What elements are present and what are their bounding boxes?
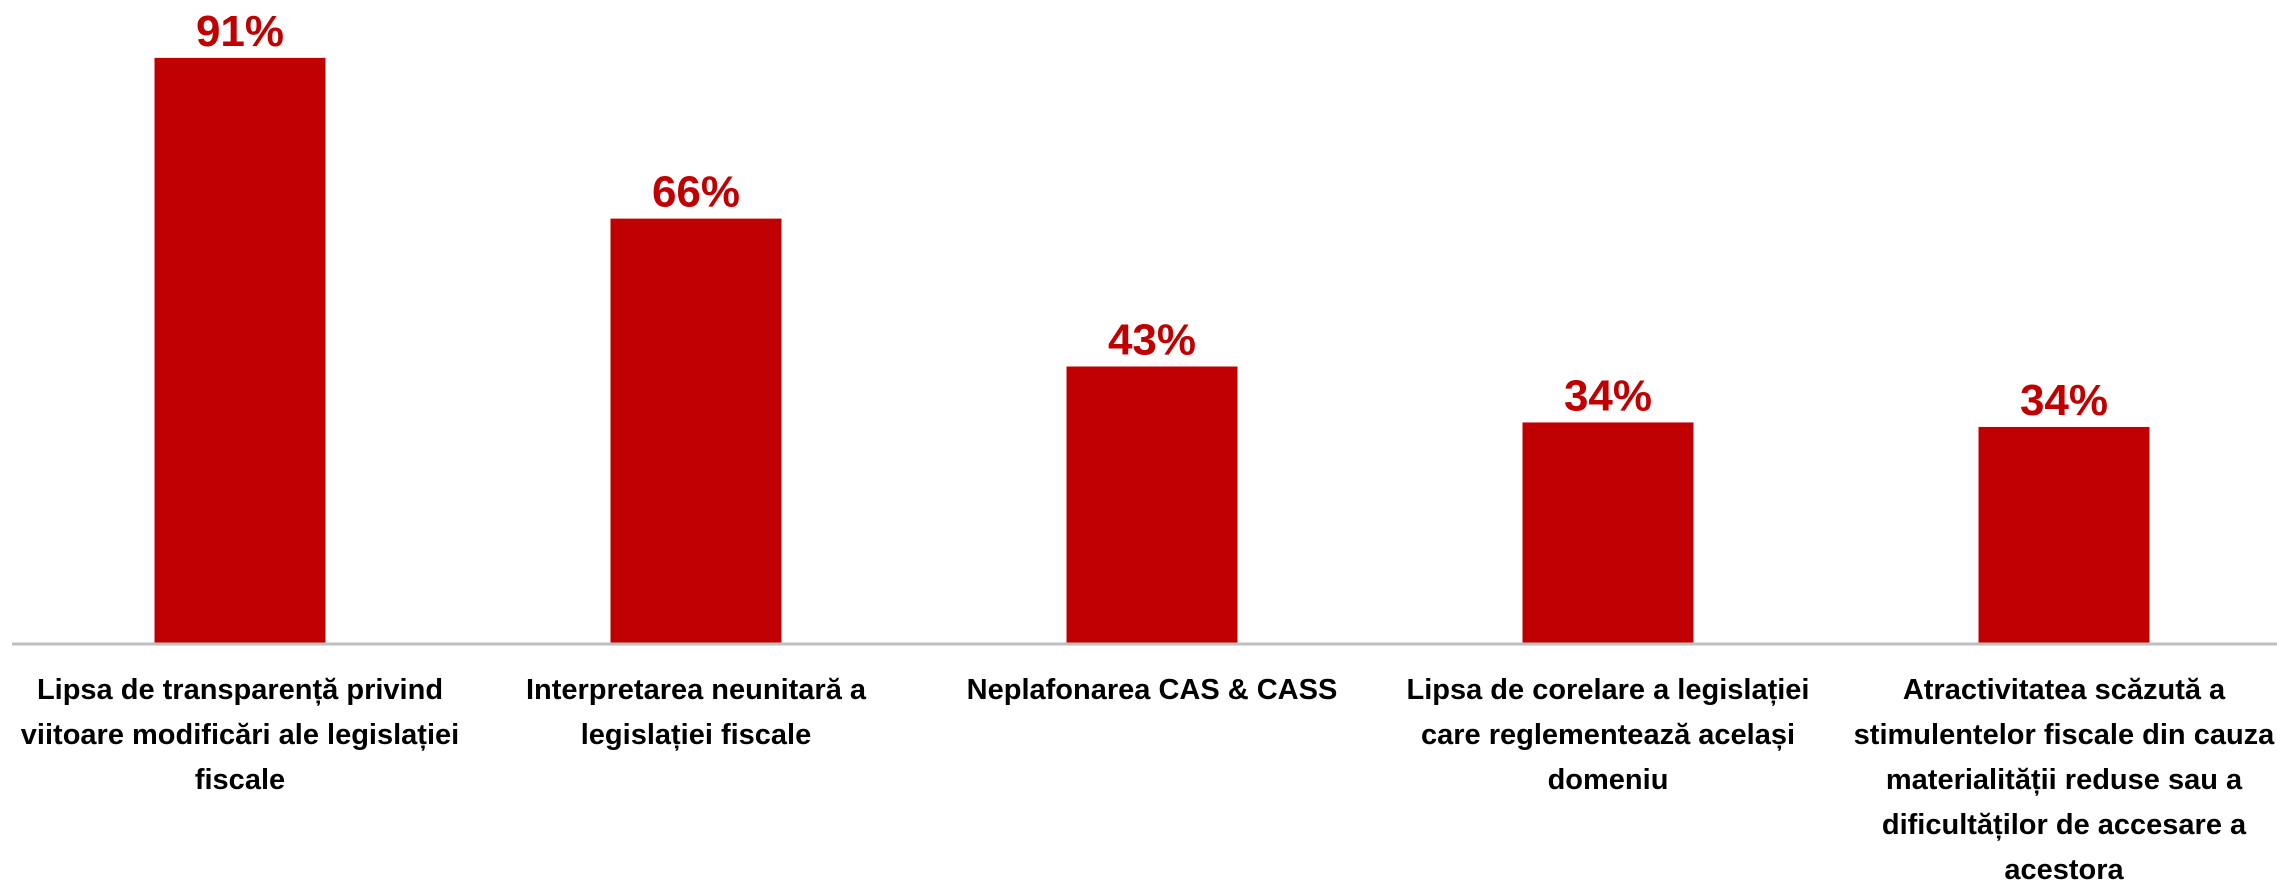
data-label: 43% xyxy=(1108,316,1196,365)
data-label: 91% xyxy=(196,7,284,56)
x-tick-label: Interpretarea neunitară a legislației fi… xyxy=(525,674,867,751)
x-tick-label: Neplafonarea CAS & CASS xyxy=(966,674,1338,706)
x-tick-label: Lipsa de corelare a legislației care reg… xyxy=(1406,674,1810,796)
data-label: 66% xyxy=(652,168,740,217)
x-tick-label: Atractivitatea scăzută a stimulentelor f… xyxy=(1853,674,2275,886)
bar xyxy=(1066,366,1238,643)
bar xyxy=(1522,422,1694,643)
data-label: 34% xyxy=(1564,371,1652,420)
bar xyxy=(610,218,782,643)
bar xyxy=(154,57,326,644)
bar xyxy=(1978,426,2150,643)
data-label: 34% xyxy=(2020,376,2108,425)
x-tick-label: Lipsa de transparență privind viitoare m… xyxy=(20,674,460,796)
